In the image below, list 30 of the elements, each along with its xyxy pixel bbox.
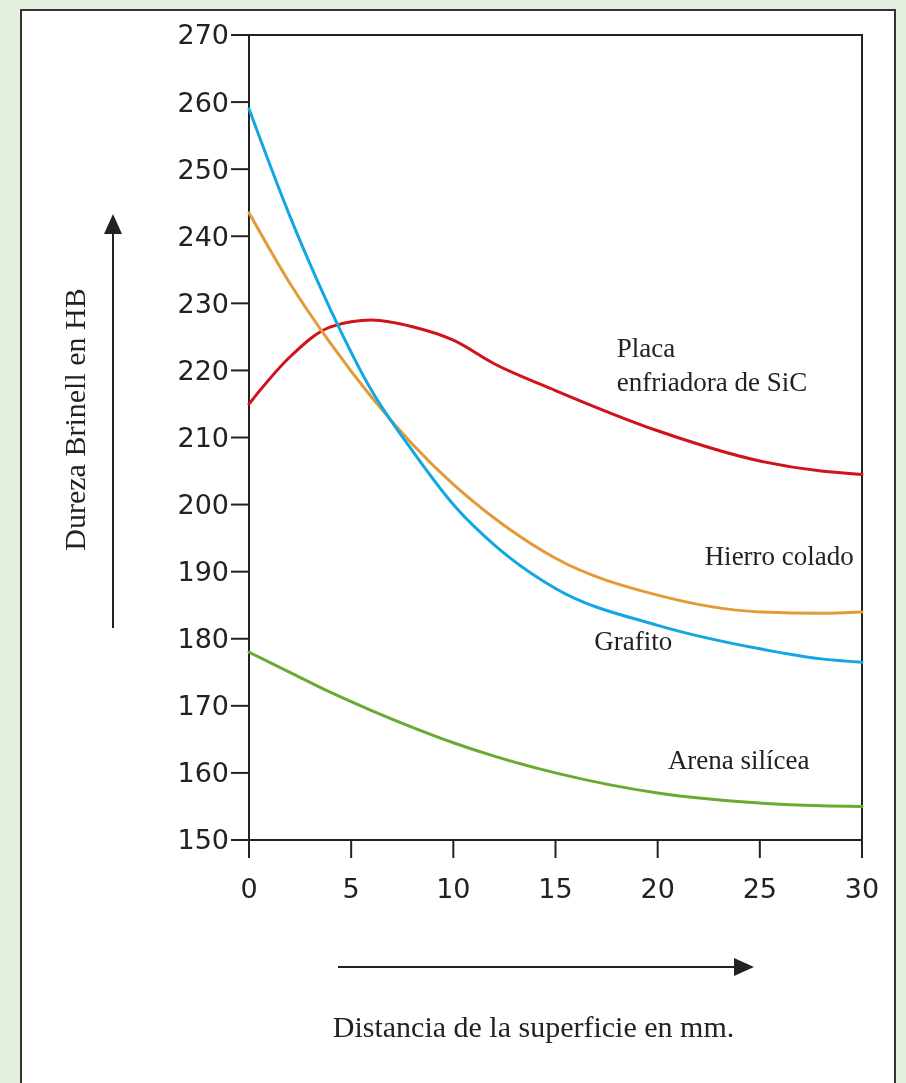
series-label: Grafito xyxy=(594,626,673,657)
line-series xyxy=(247,211,864,615)
x-tick-label: 20 xyxy=(640,873,675,904)
x-tick-label: 5 xyxy=(342,873,360,904)
y-tick-label: 190 xyxy=(177,556,229,588)
line-series xyxy=(247,107,864,664)
y-tick-label: 230 xyxy=(177,287,229,319)
y-tick-label: 170 xyxy=(177,690,229,722)
x-tick-label: 15 xyxy=(538,873,573,904)
y-tick-label: 150 xyxy=(177,824,229,856)
x-tick-label: 30 xyxy=(844,873,880,904)
y-tick-label: 240 xyxy=(177,220,229,252)
y-tick-label: 200 xyxy=(177,489,229,521)
x-tick-label: 25 xyxy=(742,873,778,904)
series-label: Hierro colado xyxy=(704,540,854,571)
x-tick-label: 0 xyxy=(240,873,258,904)
series-label: Placa enfriadora de SiC xyxy=(616,332,808,397)
y-tick-label: 220 xyxy=(177,354,229,386)
y-axis-title: Dureza Brinell en HB xyxy=(58,288,91,551)
line-series xyxy=(247,318,864,476)
y-tick-label: 180 xyxy=(177,623,229,655)
series-label: Arena silícea xyxy=(667,745,810,776)
y-tick-label: 210 xyxy=(177,421,229,453)
line-series xyxy=(247,650,864,808)
y-tick-label: 250 xyxy=(177,153,229,185)
x-axis-title: Distancia de la superficie en mm. xyxy=(332,1010,735,1043)
x-tick-label: 10 xyxy=(436,873,471,904)
y-tick-label: 260 xyxy=(177,86,229,118)
y-tick-label: 160 xyxy=(177,757,229,789)
y-tick-label: 270 xyxy=(177,19,229,51)
